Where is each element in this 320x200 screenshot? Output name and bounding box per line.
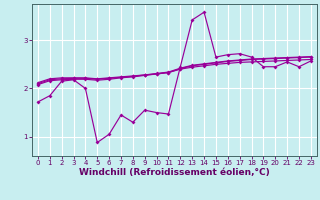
X-axis label: Windchill (Refroidissement éolien,°C): Windchill (Refroidissement éolien,°C): [79, 168, 270, 177]
